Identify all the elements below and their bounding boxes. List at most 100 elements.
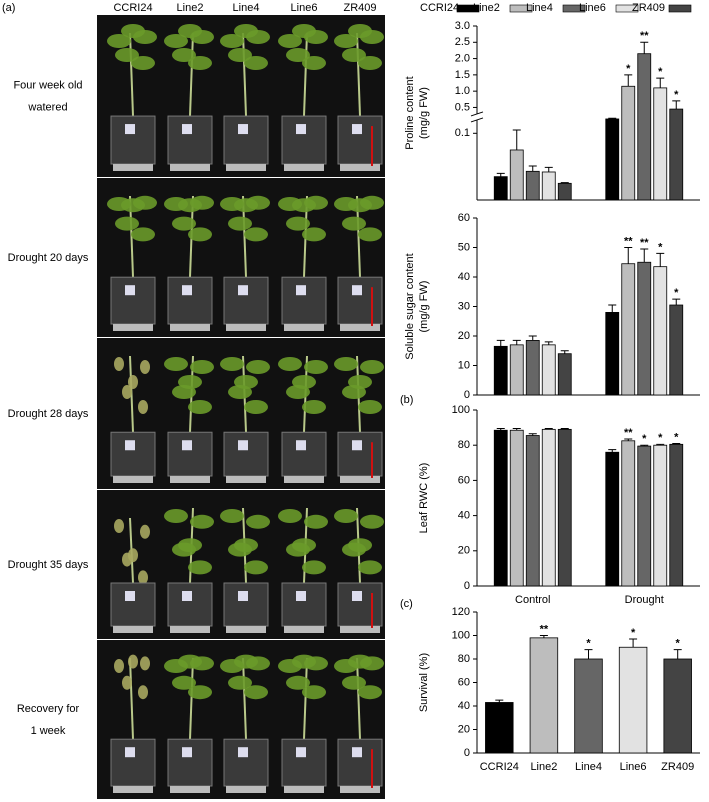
leaf (360, 360, 384, 374)
leaf (188, 227, 212, 242)
leaf (278, 509, 302, 523)
legend-swatch (562, 4, 586, 13)
leaf (342, 216, 366, 231)
legend-swatch (509, 4, 533, 13)
leaf (304, 360, 328, 374)
pot-tag (238, 124, 248, 135)
pot-base (340, 324, 380, 331)
y-tick-label: 40 (458, 510, 470, 522)
pot-tag (352, 285, 362, 296)
bar (525, 170, 540, 201)
y-tick-label: 120 (452, 606, 470, 618)
pot (223, 276, 269, 325)
significance: * (674, 89, 679, 101)
leaf (292, 198, 316, 213)
significance: * (631, 627, 636, 639)
pot-tag (125, 591, 135, 601)
leaf (188, 56, 212, 70)
leaf (228, 48, 252, 62)
leaf (188, 560, 212, 575)
pot (223, 738, 269, 787)
error-bar (539, 635, 548, 638)
bar (621, 263, 636, 396)
pot-tag (238, 440, 248, 451)
row-label: Drought 35 days (8, 559, 89, 571)
legend-label: Line2 (473, 2, 500, 14)
panel-label: (a) (2, 2, 15, 14)
y-tick-label: 20 (458, 545, 470, 557)
pot (337, 738, 383, 787)
bar (557, 353, 572, 396)
pot (337, 582, 383, 627)
error-bar (608, 449, 617, 453)
pot-base (226, 786, 266, 793)
leaf (234, 198, 258, 213)
leaf (140, 656, 150, 671)
pot (281, 582, 327, 627)
pot-tag (296, 285, 306, 296)
column-header: Line2 (177, 2, 204, 14)
y-tick-label: 0 (464, 389, 470, 401)
pot-base (284, 626, 324, 633)
column-header: ZR409 (343, 2, 376, 14)
stem (242, 657, 247, 740)
bar (493, 345, 508, 396)
y-tick-label: 50 (458, 241, 470, 253)
pot-base (340, 626, 380, 633)
pot-base (113, 476, 153, 483)
axis-break (471, 113, 483, 120)
leaf (292, 538, 316, 553)
x-tick-label: ZR409 (661, 761, 694, 773)
pot (110, 431, 156, 477)
pot-tag (238, 591, 248, 601)
column-header: CCRI24 (113, 2, 152, 14)
leaf (348, 24, 372, 38)
y-tick-label: 40 (458, 700, 470, 712)
error-bar (672, 442, 681, 445)
error-bar (672, 100, 681, 110)
pot-base (170, 324, 210, 331)
pot-base (170, 164, 210, 171)
leaf (140, 360, 150, 374)
error-bar (656, 443, 665, 446)
leaf (358, 227, 382, 242)
pot (223, 582, 269, 627)
y-tick-label: 1.0 (455, 85, 470, 97)
stem (242, 32, 247, 117)
legend-swatch (668, 4, 692, 13)
leaf (348, 198, 372, 213)
pot-base (284, 476, 324, 483)
y-tick-label: 60 (458, 676, 470, 688)
leaf (122, 675, 132, 690)
column-header: Line4 (233, 2, 260, 14)
leaf (220, 509, 244, 523)
pot-base (170, 786, 210, 793)
column-header: Line6 (291, 2, 318, 14)
bar (669, 304, 684, 396)
pot-tag (352, 591, 362, 601)
x-tick-label: Line6 (620, 761, 647, 773)
pot-base (226, 476, 266, 483)
bar (541, 428, 556, 587)
significance: * (674, 287, 679, 299)
pot (167, 431, 213, 477)
stem (189, 657, 194, 740)
pot-base (170, 476, 210, 483)
y-tick-label: 40 (458, 271, 470, 283)
error-bar (496, 339, 505, 347)
leaf (140, 524, 150, 539)
leaf (246, 514, 270, 529)
pot (110, 582, 156, 627)
error-bar (608, 304, 617, 313)
leaf (342, 48, 366, 62)
panel-label: (b) (400, 394, 413, 406)
bar (557, 428, 572, 587)
leaf (107, 34, 131, 48)
leaf (178, 24, 202, 38)
leaf (234, 375, 258, 389)
x-tick-label: Control (515, 594, 550, 606)
leaf (358, 560, 382, 575)
pot-base (226, 164, 266, 171)
leaf (188, 685, 212, 700)
row-label: watered (27, 101, 67, 113)
